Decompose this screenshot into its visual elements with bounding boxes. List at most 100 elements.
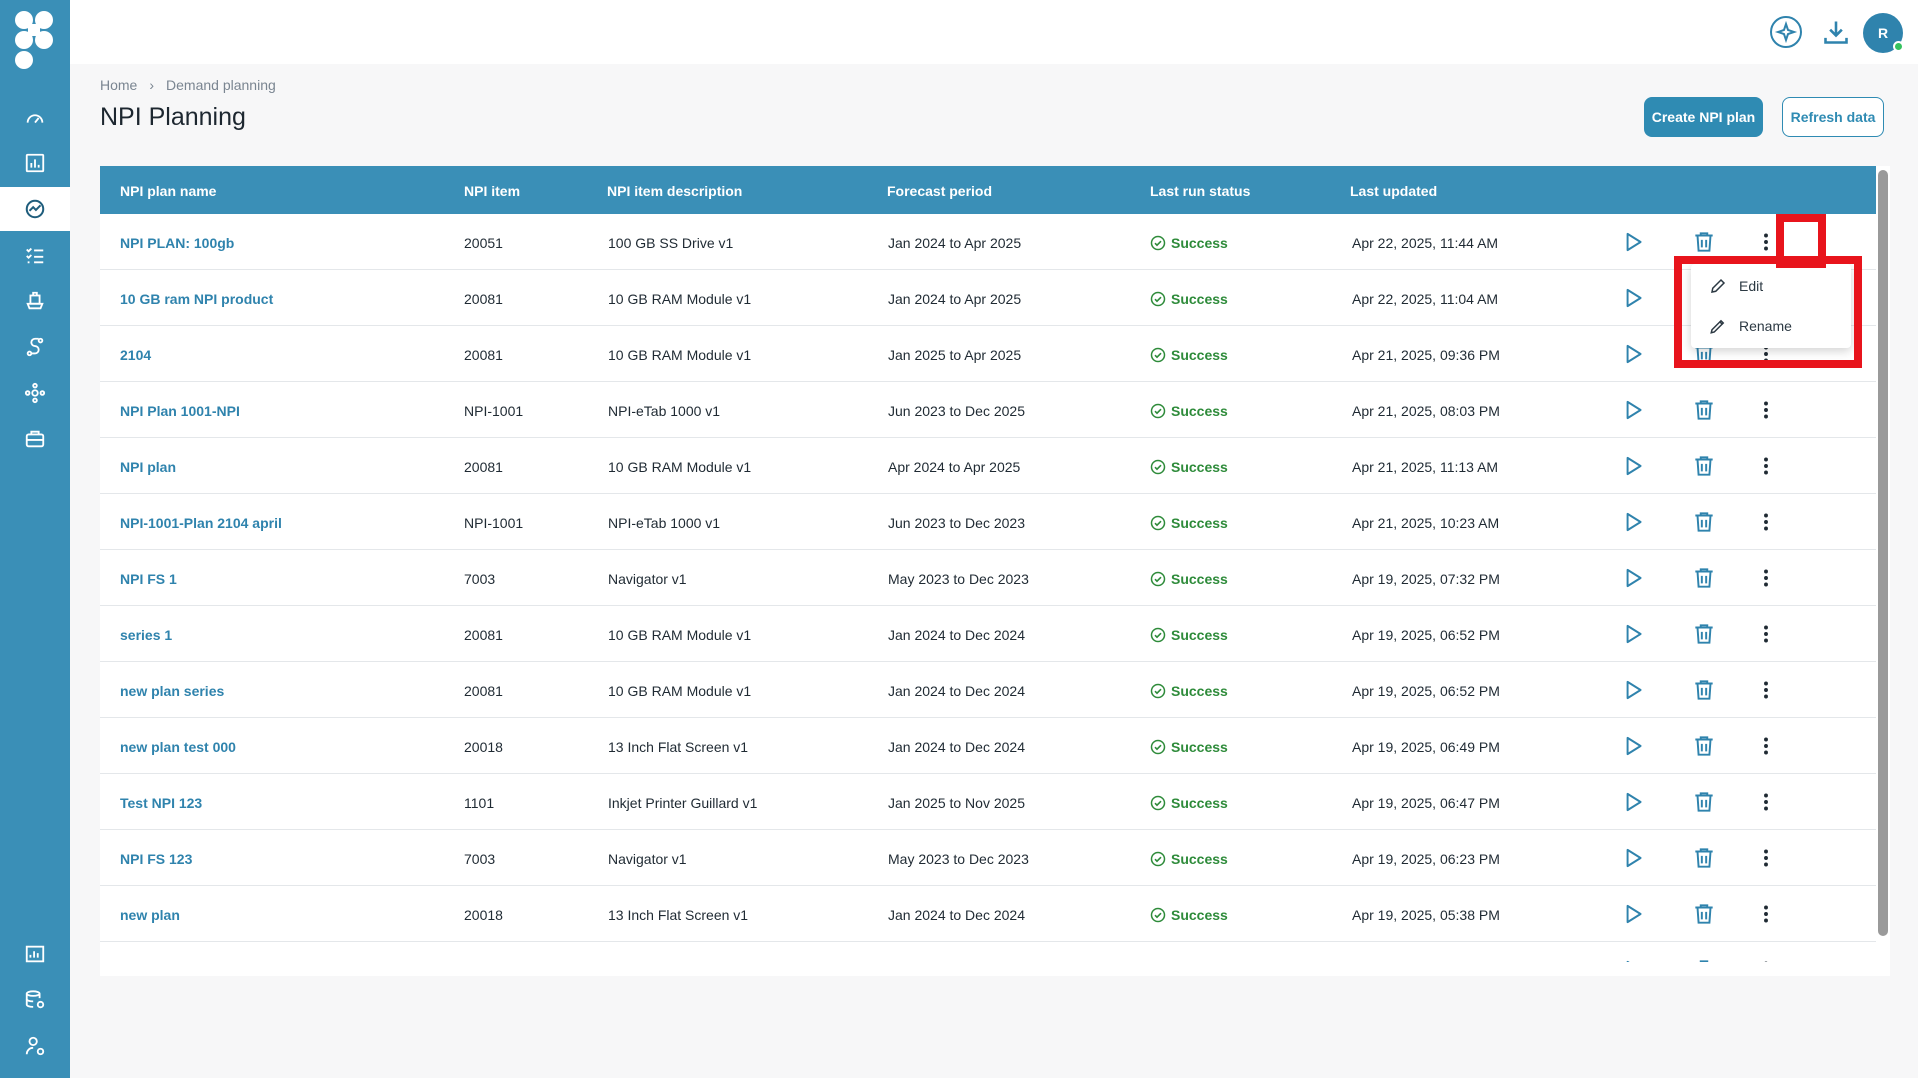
table-row[interactable]: NPI plan 20081 10 GB RAM Module v1 Apr 2024… [100, 438, 1876, 494]
delete-plan-button[interactable] [1689, 731, 1719, 761]
table-row[interactable]: NPI Plan 1001-NPI NPI-1001 NPI-eTab 1000 v… [100, 382, 1876, 438]
nav-item-user-settings[interactable] [0, 1024, 70, 1068]
plan-name-link[interactable]: series 1 [120, 627, 173, 643]
column-header-last-updated[interactable]: Last updated [1350, 183, 1438, 199]
delete-plan-button[interactable] [1689, 787, 1719, 817]
nav-item-demand-planning[interactable] [0, 187, 70, 231]
more-actions-button[interactable] [1751, 507, 1781, 537]
more-actions-button[interactable] [1751, 675, 1781, 705]
delete-plan-button[interactable] [1689, 843, 1719, 873]
run-plan-button[interactable] [1618, 339, 1648, 369]
run-plan-button[interactable] [1618, 507, 1648, 537]
more-actions-button[interactable] [1751, 899, 1781, 929]
more-actions-button[interactable] [1751, 955, 1781, 962]
column-header-item-description[interactable]: NPI item description [607, 183, 743, 199]
create-npi-plan-button[interactable]: Create NPI plan [1644, 97, 1763, 137]
nav-item-tasks[interactable] [0, 233, 70, 277]
column-header-npi-item[interactable]: NPI item [464, 183, 521, 199]
plan-name-link[interactable]: 2104 [120, 347, 152, 363]
plan-name-link[interactable]: NPI PLAN: 100gb [120, 235, 235, 251]
run-plan-button[interactable] [1618, 563, 1648, 593]
delete-plan-button[interactable] [1689, 563, 1719, 593]
column-header-plan-name[interactable]: NPI plan name [120, 183, 217, 199]
table-row[interactable]: NPI PLAN: 100gb 20051 100 GB SS Drive v1 Ja… [100, 214, 1876, 270]
column-header-last-run-status[interactable]: Last run status [1150, 183, 1251, 199]
run-plan-button[interactable] [1618, 899, 1648, 929]
table-row[interactable] [100, 942, 1876, 962]
trash-icon [1695, 512, 1713, 532]
delete-plan-button[interactable] [1689, 507, 1719, 537]
table-row[interactable]: series 1 20081 10 GB RAM Module v1 Jan 2024… [100, 606, 1876, 662]
run-plan-button[interactable] [1618, 787, 1648, 817]
delete-plan-button[interactable] [1689, 955, 1719, 962]
nav-item-analytics[interactable] [0, 141, 70, 185]
more-actions-button[interactable] [1751, 843, 1781, 873]
breadcrumb-current: Demand planning [166, 77, 276, 93]
report-icon [25, 945, 45, 963]
database-settings-icon [25, 990, 45, 1009]
plan-name-link[interactable]: NPI FS 123 [120, 851, 193, 867]
npi-item-cell: NPI-1001 [464, 515, 524, 531]
plan-name-link[interactable]: 10 GB ram NPI product [120, 291, 274, 307]
table-row[interactable]: NPI FS 1 7003 Navigator v1 May 2023 to Dec … [100, 550, 1876, 606]
plan-name-link[interactable]: Test NPI 123 [120, 795, 203, 811]
plan-name-link[interactable]: NPI Plan 1001-NPI [120, 403, 240, 419]
run-plan-button[interactable] [1618, 227, 1648, 257]
plan-name-link[interactable]: new plan [120, 907, 180, 923]
more-actions-button[interactable] [1751, 451, 1781, 481]
delete-plan-button[interactable] [1689, 395, 1719, 425]
delete-plan-button[interactable] [1689, 899, 1719, 929]
run-plan-button[interactable] [1618, 283, 1648, 313]
more-actions-button[interactable] [1751, 731, 1781, 761]
run-plan-button[interactable] [1618, 451, 1648, 481]
table-row[interactable]: 2104 20081 10 GB RAM Module v1 Jan 2025 to … [100, 326, 1876, 382]
delete-plan-button[interactable] [1689, 675, 1719, 705]
more-actions-button[interactable] [1751, 563, 1781, 593]
last-updated-cell: Apr 21, 2025, 10:23 AM [1352, 515, 1500, 531]
npi-item-cell: 1101 [464, 795, 495, 811]
plan-name-link[interactable]: NPI-1001-Plan 2104 april [120, 515, 282, 531]
table-row[interactable]: new plan series 20081 10 GB RAM Module v1 J… [100, 662, 1876, 718]
run-plan-button[interactable] [1618, 843, 1648, 873]
run-plan-button[interactable] [1618, 955, 1648, 962]
nav-item-network[interactable] [0, 371, 70, 415]
sidebar [0, 0, 70, 1078]
run-plan-button[interactable] [1618, 675, 1648, 705]
plan-name-link[interactable]: NPI plan [120, 459, 177, 475]
npi-item-cell: 7003 [464, 571, 496, 587]
table-row[interactable]: Test NPI 123 1101 Inkjet Printer Guillard … [100, 774, 1876, 830]
column-header-forecast-period[interactable]: Forecast period [887, 183, 993, 199]
download-button[interactable] [1818, 14, 1854, 50]
nav-item-data-settings[interactable] [0, 978, 70, 1022]
more-actions-button[interactable] [1751, 227, 1781, 257]
menu-item-rename[interactable]: Rename [1691, 306, 1851, 346]
more-actions-button[interactable] [1751, 619, 1781, 649]
table-row[interactable]: 10 GB ram NPI product 20081 10 GB RAM Modu… [100, 270, 1876, 326]
menu-item-edit[interactable]: Edit [1691, 266, 1851, 306]
run-plan-button[interactable] [1618, 395, 1648, 425]
table-row[interactable]: NPI FS 123 7003 Navigator v1 May 2023 to De… [100, 830, 1876, 886]
delete-plan-button[interactable] [1689, 451, 1719, 481]
nav-item-routes[interactable] [0, 325, 70, 369]
table-row[interactable]: NPI-1001-Plan 2104 april NPI-1001 NPI-eTab… [100, 494, 1876, 550]
table-scrollbar[interactable] [1878, 170, 1888, 936]
run-plan-button[interactable] [1618, 619, 1648, 649]
run-plan-button[interactable] [1618, 731, 1648, 761]
plan-name-link[interactable]: new plan test 000 [120, 739, 236, 755]
nav-item-dashboard[interactable] [0, 96, 70, 140]
nav-item-reports[interactable] [0, 932, 70, 976]
ai-assistant-button[interactable] [1768, 14, 1804, 50]
delete-plan-button[interactable] [1689, 619, 1719, 649]
plan-name-link[interactable]: NPI FS 1 [120, 571, 177, 587]
more-actions-button[interactable] [1751, 395, 1781, 425]
nav-item-supply[interactable] [0, 279, 70, 323]
plan-name-link[interactable]: new plan series [120, 683, 225, 699]
app-logo[interactable] [12, 8, 58, 72]
more-actions-button[interactable] [1751, 787, 1781, 817]
nav-item-portfolio[interactable] [0, 417, 70, 461]
table-row[interactable]: new plan 20018 13 Inch Flat Screen v1 Jan 2… [100, 886, 1876, 942]
refresh-data-button[interactable]: Refresh data [1782, 97, 1884, 137]
table-row[interactable]: new plan test 000 20018 13 Inch Flat Scree… [100, 718, 1876, 774]
delete-plan-button[interactable] [1689, 227, 1719, 257]
breadcrumb-home[interactable]: Home [100, 77, 138, 93]
